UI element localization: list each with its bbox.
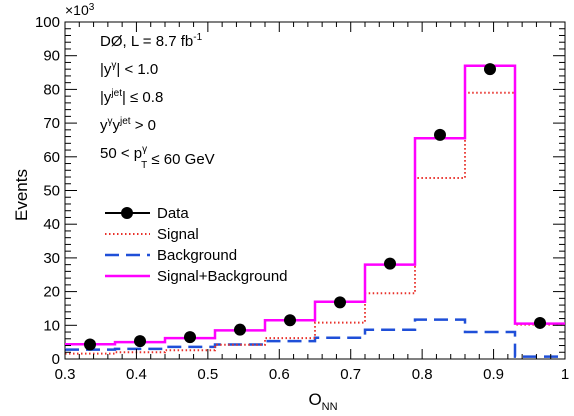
data-point [534, 316, 546, 329]
data-point [84, 338, 96, 351]
annotation-line: yγyjet > 0 [100, 116, 156, 134]
x-tick-label: 0.4 [126, 366, 147, 383]
x-tick-label: 0.7 [340, 366, 361, 383]
y-tick-label: 10 [43, 317, 60, 334]
annotation-line: DØ, L = 8.7 fb-1 [100, 32, 203, 50]
annotation-line: 50 < pγ T ≤ 60 GeV [100, 144, 215, 171]
data-point [134, 335, 146, 348]
y-tick-label: 100 [35, 14, 60, 31]
data-point [384, 257, 396, 270]
y-tick-label: 90 [43, 48, 60, 65]
y-tick-label: 40 [43, 216, 60, 233]
annotation-line: |yγ| < 1.0 [100, 60, 158, 78]
axes-layer: 0.3 0.4 0.5 0.6 0.7 0.8 0.9 1010203040506070809… [12, 2, 569, 413]
legend: Data Signal Background Signal+Background [105, 205, 288, 285]
x-tick-label: 0.5 [197, 366, 218, 383]
data-point [434, 128, 446, 141]
x-axis-title: ONN [308, 390, 337, 413]
legend-label-signal-background: Signal+Background [157, 268, 288, 285]
x-tick-label: 0.8 [412, 366, 433, 383]
data-point [284, 314, 296, 327]
y-tick-label: 60 [43, 149, 60, 166]
legend-key-data-marker [121, 207, 133, 219]
series-background-line [65, 318, 565, 358]
series-layer [65, 63, 565, 358]
y-tick-label: 50 [43, 183, 60, 200]
y-tick-label: 0 [52, 351, 60, 368]
y-tick-label: 80 [43, 81, 60, 98]
series-signal-line [65, 91, 565, 355]
annotation-line: |yjet| ≤ 0.8 [100, 88, 163, 106]
y-tick-label: 30 [43, 250, 60, 267]
legend-label-data: Data [157, 205, 189, 222]
y-axis-title: Events [12, 169, 31, 221]
y-multiplier-label: ×103 [65, 2, 95, 18]
series-signal-background-line [65, 64, 565, 346]
y-tick-label: 20 [43, 284, 60, 301]
y-tick-label: 70 [43, 115, 60, 132]
data-point [184, 331, 196, 344]
x-tick-label: 0.3 [55, 366, 76, 383]
legend-label-signal: Signal [157, 226, 199, 243]
annotations: DØ, L = 8.7 fb-1 |yγ| < 1.0 |yjet| ≤ 0.8 yγ… [100, 32, 215, 171]
x-tick-label: 0.9 [483, 366, 504, 383]
legend-label-background: Background [157, 247, 237, 264]
data-point [234, 323, 246, 336]
data-point [334, 296, 346, 309]
data-point [484, 63, 496, 76]
x-tick-label: 1 [561, 366, 569, 383]
x-tick-label: 0.6 [269, 366, 290, 383]
